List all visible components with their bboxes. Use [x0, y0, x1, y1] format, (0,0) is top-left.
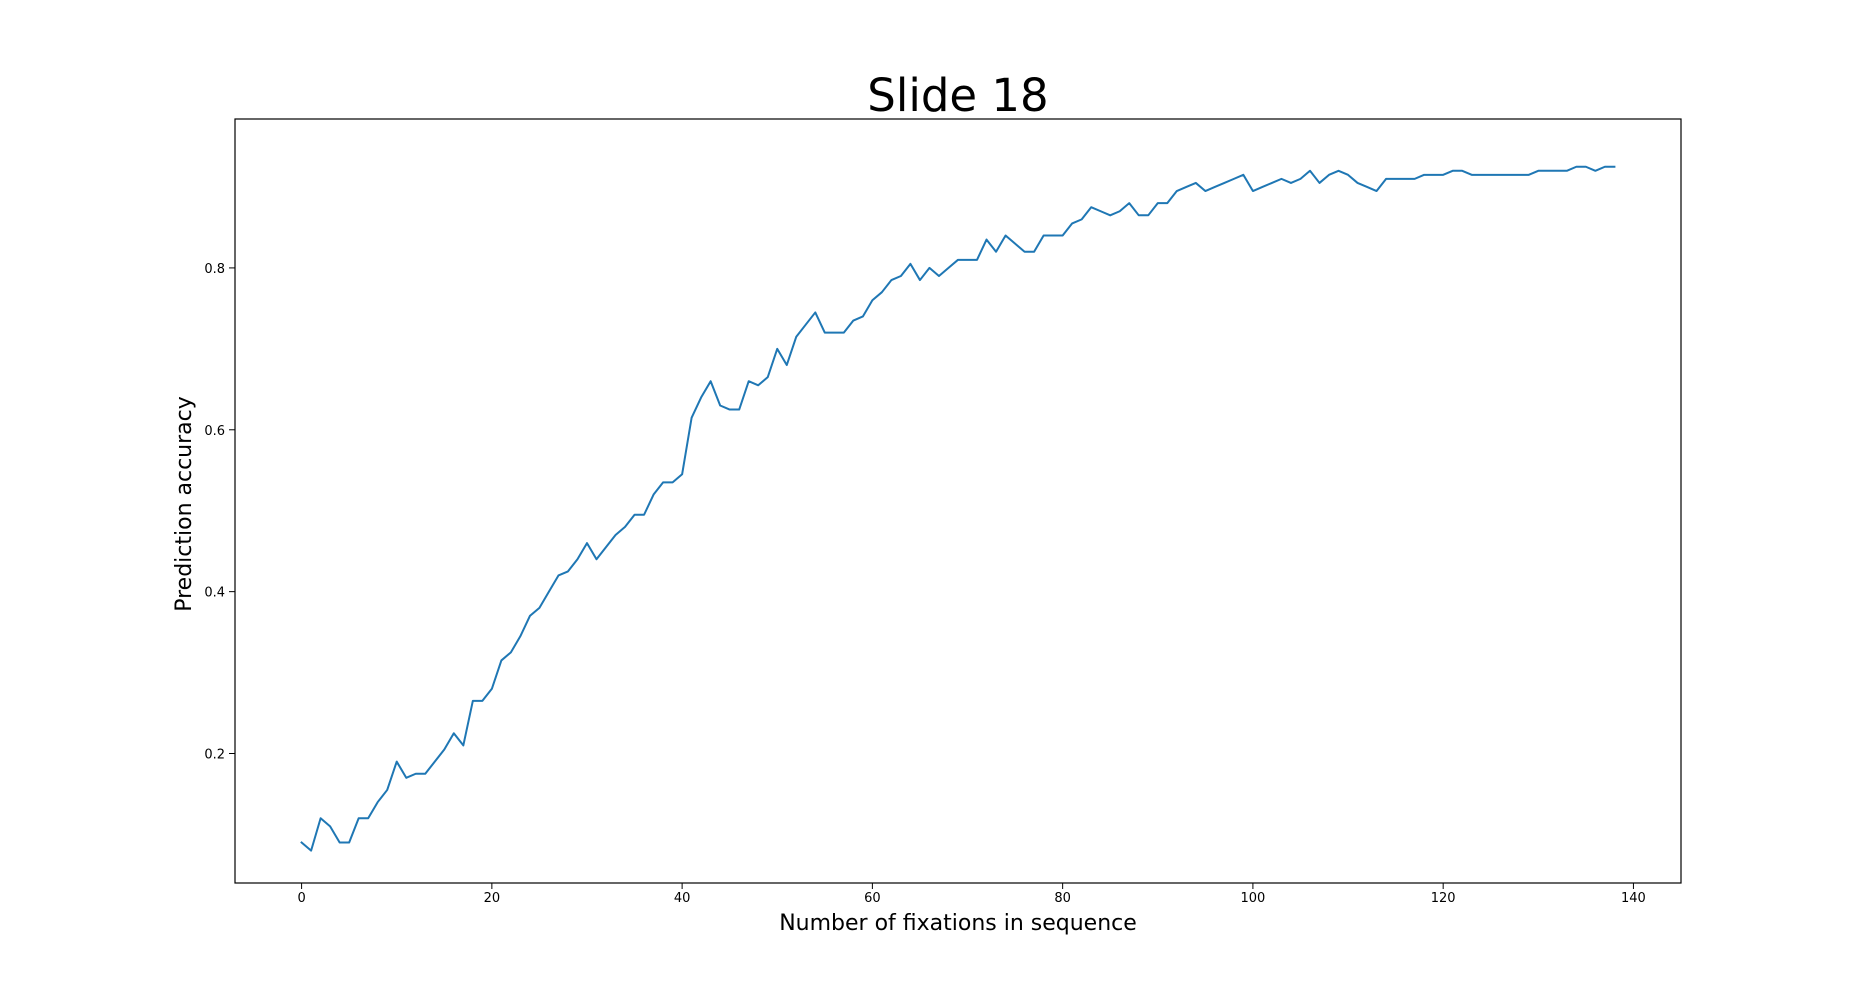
y-tick-label: 0.2	[204, 748, 225, 763]
x-tick-label: 40	[674, 891, 691, 906]
y-axis-label: Prediction accuracy	[172, 396, 197, 612]
x-axis-label: Number of fixations in sequence	[779, 911, 1137, 936]
axes-frame	[234, 118, 1682, 884]
chart-title: Slide 18	[867, 69, 1048, 122]
x-tick-label: 20	[484, 891, 501, 906]
y-tick-label: 0.4	[204, 586, 225, 601]
x-tick-label: 0	[297, 891, 305, 906]
x-tick-label: 140	[1621, 891, 1646, 906]
y-tick-label: 0.6	[204, 424, 225, 439]
x-tick-label: 80	[1054, 891, 1071, 906]
y-tick-label: 0.8	[204, 262, 225, 277]
x-tick-label: 120	[1431, 891, 1456, 906]
plot-area: 0 20 40 60 80 100 120 140 0.2 0.4 0.6 0.8	[204, 118, 1682, 906]
x-tick-label: 100	[1240, 891, 1265, 906]
series-line-0	[300, 165, 1616, 852]
x-tick-label: 60	[864, 891, 881, 906]
